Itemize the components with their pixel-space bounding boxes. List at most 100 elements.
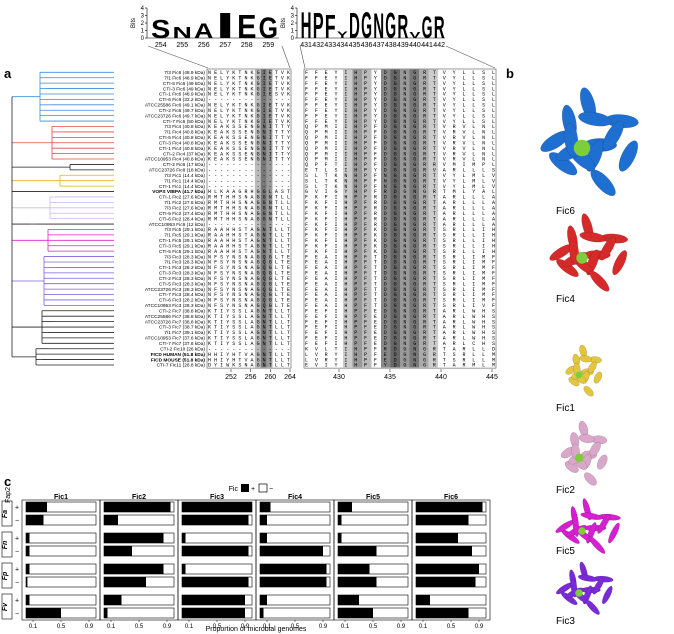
- x-tick-label: 433: [324, 42, 336, 49]
- bar: [260, 546, 323, 556]
- shade: [381, 69, 391, 368]
- y-tick-label: 2: [141, 21, 145, 27]
- logo-letter: N: [173, 25, 192, 42]
- shade: [343, 69, 353, 368]
- x-tick-label: 436: [361, 42, 373, 49]
- logo-letter: N: [373, 6, 384, 46]
- y-tick-label: 3: [291, 14, 295, 20]
- sequence-label: CTI-3 Fic5 (29.1 kDa): [159, 243, 206, 249]
- sequence-label: 7/3 Fic6 (48.9 kDa): [164, 70, 205, 76]
- panel-label: c: [4, 474, 11, 489]
- x-tick-label: 437: [373, 42, 385, 49]
- x-tick-label: 0.9: [241, 624, 250, 630]
- bar: [182, 564, 186, 574]
- sequence-label: CTI-5 Fic3 (28.3 kDa): [159, 281, 206, 287]
- bar: [26, 608, 61, 618]
- bar: [104, 502, 171, 512]
- x-tick-label: 435: [384, 374, 396, 381]
- shade: [260, 69, 267, 368]
- x-tick-label: 441: [421, 42, 433, 49]
- x-tick-label: 0.5: [213, 624, 222, 630]
- sequence-label: FICD HUMAN (51.8 kDa): [151, 352, 206, 358]
- bar: [26, 546, 30, 556]
- x-tick-label: 259: [262, 42, 274, 49]
- ligand: [573, 139, 591, 157]
- sequence-label: CTI-6 Fic6 (32.2 kDa): [159, 97, 206, 103]
- helix: [583, 385, 594, 397]
- connectors: [147, 45, 496, 69]
- bar: [26, 515, 44, 525]
- group-box: [1, 500, 13, 527]
- x-tick-label: 0.1: [341, 624, 350, 630]
- bar: [182, 502, 252, 512]
- x-tick-label: 0.5: [57, 624, 66, 630]
- bar: [26, 595, 30, 605]
- y-tick-label: 3: [141, 14, 145, 20]
- bar-background: [337, 532, 409, 544]
- structure-label: Fic5: [556, 546, 575, 557]
- x-tick-label: 0.9: [319, 624, 328, 630]
- shade: [409, 69, 419, 368]
- logo-letter: F: [325, 9, 336, 46]
- sequence-label: CTI-3 Fic6 (49 kDa): [163, 86, 206, 92]
- shade: [419, 69, 429, 368]
- logo-letter: Y: [337, 30, 349, 40]
- x-tick-label: 431: [300, 42, 312, 49]
- x-tick-label: 252: [225, 374, 237, 381]
- bar: [260, 515, 267, 525]
- ligand: [575, 589, 583, 597]
- bar-background: [25, 594, 97, 606]
- group-label: Fa: [2, 510, 9, 518]
- sequence-label: 7/3 Fic3 (28.3 kDa): [164, 254, 205, 260]
- sequence-label: VOPS VIBPA (41.7 kDa): [152, 189, 205, 195]
- sequence-label: CTI-2 Fic10 (26 kDa): [160, 346, 205, 352]
- logo-letter: G: [385, 5, 396, 46]
- y-tick-label: 0: [291, 36, 295, 42]
- sequence-label: CTI-1 Fic5 (29.1 kDa): [159, 238, 206, 244]
- sequence-label: ATCC10953 Fic4 (40.8 kDa): [145, 157, 206, 163]
- bar: [104, 546, 132, 556]
- sequence-label: 7/1 Fic5 (29.1 kDa): [164, 233, 205, 239]
- sequence-label: CTI-1 Fic1 (14.4 kDa): [159, 184, 206, 190]
- x-tick-label: 434: [337, 42, 349, 49]
- sequence-label: ATCC23726 Fic8 (18 kDa): [149, 168, 206, 174]
- bar: [338, 577, 377, 587]
- helix: [602, 585, 613, 605]
- legend-swatch: [241, 484, 249, 492]
- logo-letter: S: [151, 14, 170, 44]
- sign-label: +: [15, 598, 19, 605]
- bar: [104, 533, 164, 543]
- sequence-label: CTI-1 Fic4 (40.8 kDa): [159, 146, 206, 152]
- bar: [182, 533, 186, 543]
- x-tick-label: 440: [409, 42, 421, 49]
- sequence-label: CTI-7 Fic11 (26.8 kDa): [157, 363, 206, 369]
- column-title: Fic2: [132, 494, 146, 501]
- bar: [338, 546, 377, 556]
- sequence-label: CTI-5 Fic2 (27.4 kDa): [159, 211, 206, 217]
- column-title: Fic5: [366, 494, 380, 501]
- logo-letter: R: [397, 9, 408, 46]
- shade: [390, 69, 400, 368]
- bar-background: [259, 607, 331, 619]
- axis-title: Fap2: [5, 487, 12, 503]
- helix: [596, 454, 608, 470]
- bar-background: [259, 594, 331, 606]
- logo-letter: P: [313, 5, 324, 46]
- bar: [338, 502, 352, 512]
- helix: [602, 120, 624, 151]
- x-tick-label: 255: [176, 42, 188, 49]
- sequence-label: ATCC25586 Fic7 (38.8 kDa): [145, 314, 206, 320]
- structure: [555, 561, 614, 615]
- sequence-label: CTI-2 Fic4 (37 kDa): [163, 151, 206, 157]
- sequence-label: 7/3 Fic2 (27.6 kDa): [164, 206, 205, 212]
- x-tick-label: 442: [433, 42, 445, 49]
- x-tick-label: 445: [486, 374, 498, 381]
- bar-background: [181, 563, 253, 575]
- sequence-label: ATCC10953 Fic9 (12 kDa): [149, 222, 206, 228]
- logo-letter: R: [434, 10, 445, 45]
- group-box: [1, 562, 13, 589]
- x-tick-label: 439: [397, 42, 409, 49]
- sequence-label: 7/1 Fic4 (40.8 kDa): [164, 130, 205, 136]
